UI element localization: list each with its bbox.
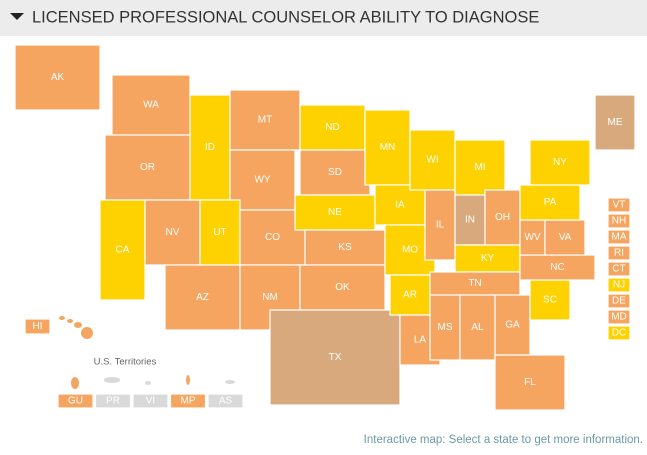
state[interactable] (607, 245, 631, 261)
territory[interactable] (57, 393, 94, 409)
state[interactable] (299, 149, 371, 196)
state[interactable] (607, 277, 631, 293)
state[interactable] (99, 199, 146, 301)
state[interactable] (529, 139, 591, 186)
hawaii-islands (59, 316, 93, 339)
state[interactable] (494, 354, 566, 411)
state[interactable] (607, 197, 631, 213)
territories-label: U.S. Territories (94, 357, 157, 368)
state[interactable] (239, 209, 306, 266)
state[interactable] (299, 104, 366, 151)
territory-islands (71, 375, 235, 389)
state[interactable] (189, 94, 231, 201)
header-title: LICENSED PROFESSIONAL COUNSELOR ABILITY … (32, 8, 539, 26)
state[interactable] (269, 309, 401, 406)
state[interactable] (454, 139, 506, 196)
state[interactable] (104, 134, 191, 201)
state[interactable] (607, 325, 631, 341)
state[interactable] (607, 293, 631, 309)
state[interactable] (389, 274, 431, 316)
footer-note: Interactive map: Select a state to get m… (364, 434, 643, 446)
state[interactable] (544, 219, 586, 256)
state[interactable] (607, 309, 631, 325)
state[interactable] (519, 184, 581, 221)
state[interactable] (519, 254, 596, 281)
state[interactable] (164, 264, 241, 331)
state[interactable] (454, 194, 486, 246)
state[interactable] (409, 129, 456, 191)
state[interactable] (607, 229, 631, 245)
state[interactable] (24, 318, 51, 335)
territory[interactable] (169, 393, 207, 409)
state[interactable] (607, 213, 631, 229)
header-bar (0, 0, 647, 36)
state[interactable] (484, 189, 521, 246)
state[interactable] (454, 244, 521, 273)
state[interactable] (429, 271, 521, 296)
territories: GU PR VI MP AS (57, 393, 244, 409)
state[interactable] (304, 229, 386, 266)
state[interactable] (14, 44, 101, 111)
state[interactable] (199, 199, 241, 266)
state[interactable] (299, 264, 386, 311)
state[interactable] (229, 149, 296, 211)
state[interactable] (294, 194, 376, 231)
state[interactable] (111, 74, 191, 136)
state[interactable] (429, 294, 461, 361)
state[interactable] (594, 94, 636, 151)
state[interactable] (494, 294, 531, 356)
state[interactable] (144, 199, 201, 266)
territory[interactable] (94, 393, 132, 409)
state[interactable] (229, 89, 301, 151)
state[interactable] (459, 294, 496, 361)
state[interactable] (424, 189, 456, 261)
collapse-arrow[interactable] (10, 13, 24, 20)
territory[interactable] (207, 393, 244, 409)
state[interactable] (607, 261, 631, 277)
state[interactable] (519, 219, 546, 256)
territory[interactable] (132, 393, 169, 409)
state[interactable] (364, 109, 411, 186)
state[interactable] (374, 184, 426, 226)
state[interactable] (529, 279, 571, 321)
